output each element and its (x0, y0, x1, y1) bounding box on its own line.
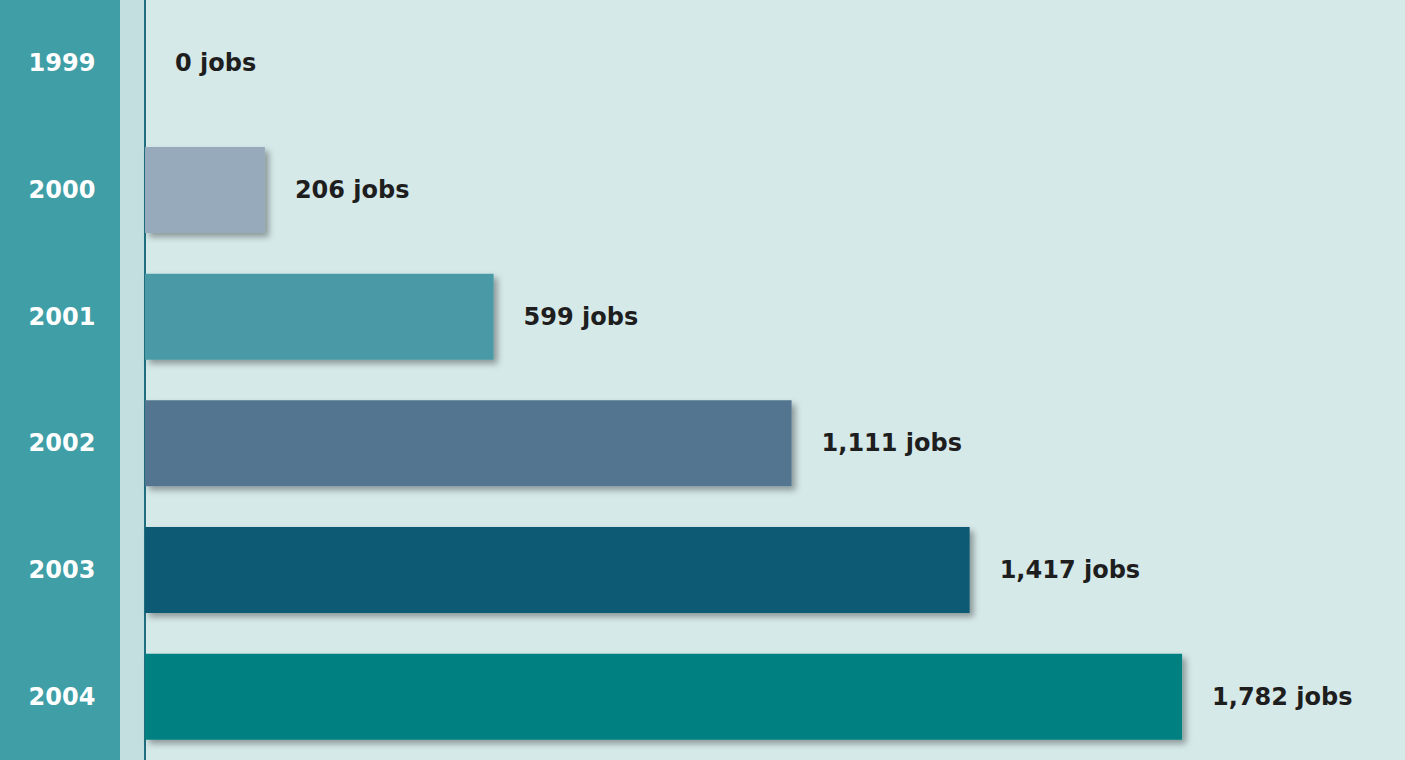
svg-text:206 jobs: 206 jobs (295, 176, 410, 204)
svg-text:0 jobs: 0 jobs (175, 49, 256, 77)
svg-text:1999: 1999 (29, 49, 96, 77)
svg-text:2003: 2003 (29, 556, 96, 584)
svg-text:1,417 jobs: 1,417 jobs (1000, 556, 1140, 584)
svg-text:1,111 jobs: 1,111 jobs (822, 429, 962, 457)
svg-text:2004: 2004 (29, 683, 96, 711)
svg-text:2001: 2001 (29, 303, 96, 331)
svg-text:2000: 2000 (29, 176, 96, 204)
svg-text:1,782 jobs: 1,782 jobs (1212, 683, 1352, 711)
svg-text:599 jobs: 599 jobs (524, 303, 639, 331)
svg-text:2002: 2002 (29, 429, 96, 457)
